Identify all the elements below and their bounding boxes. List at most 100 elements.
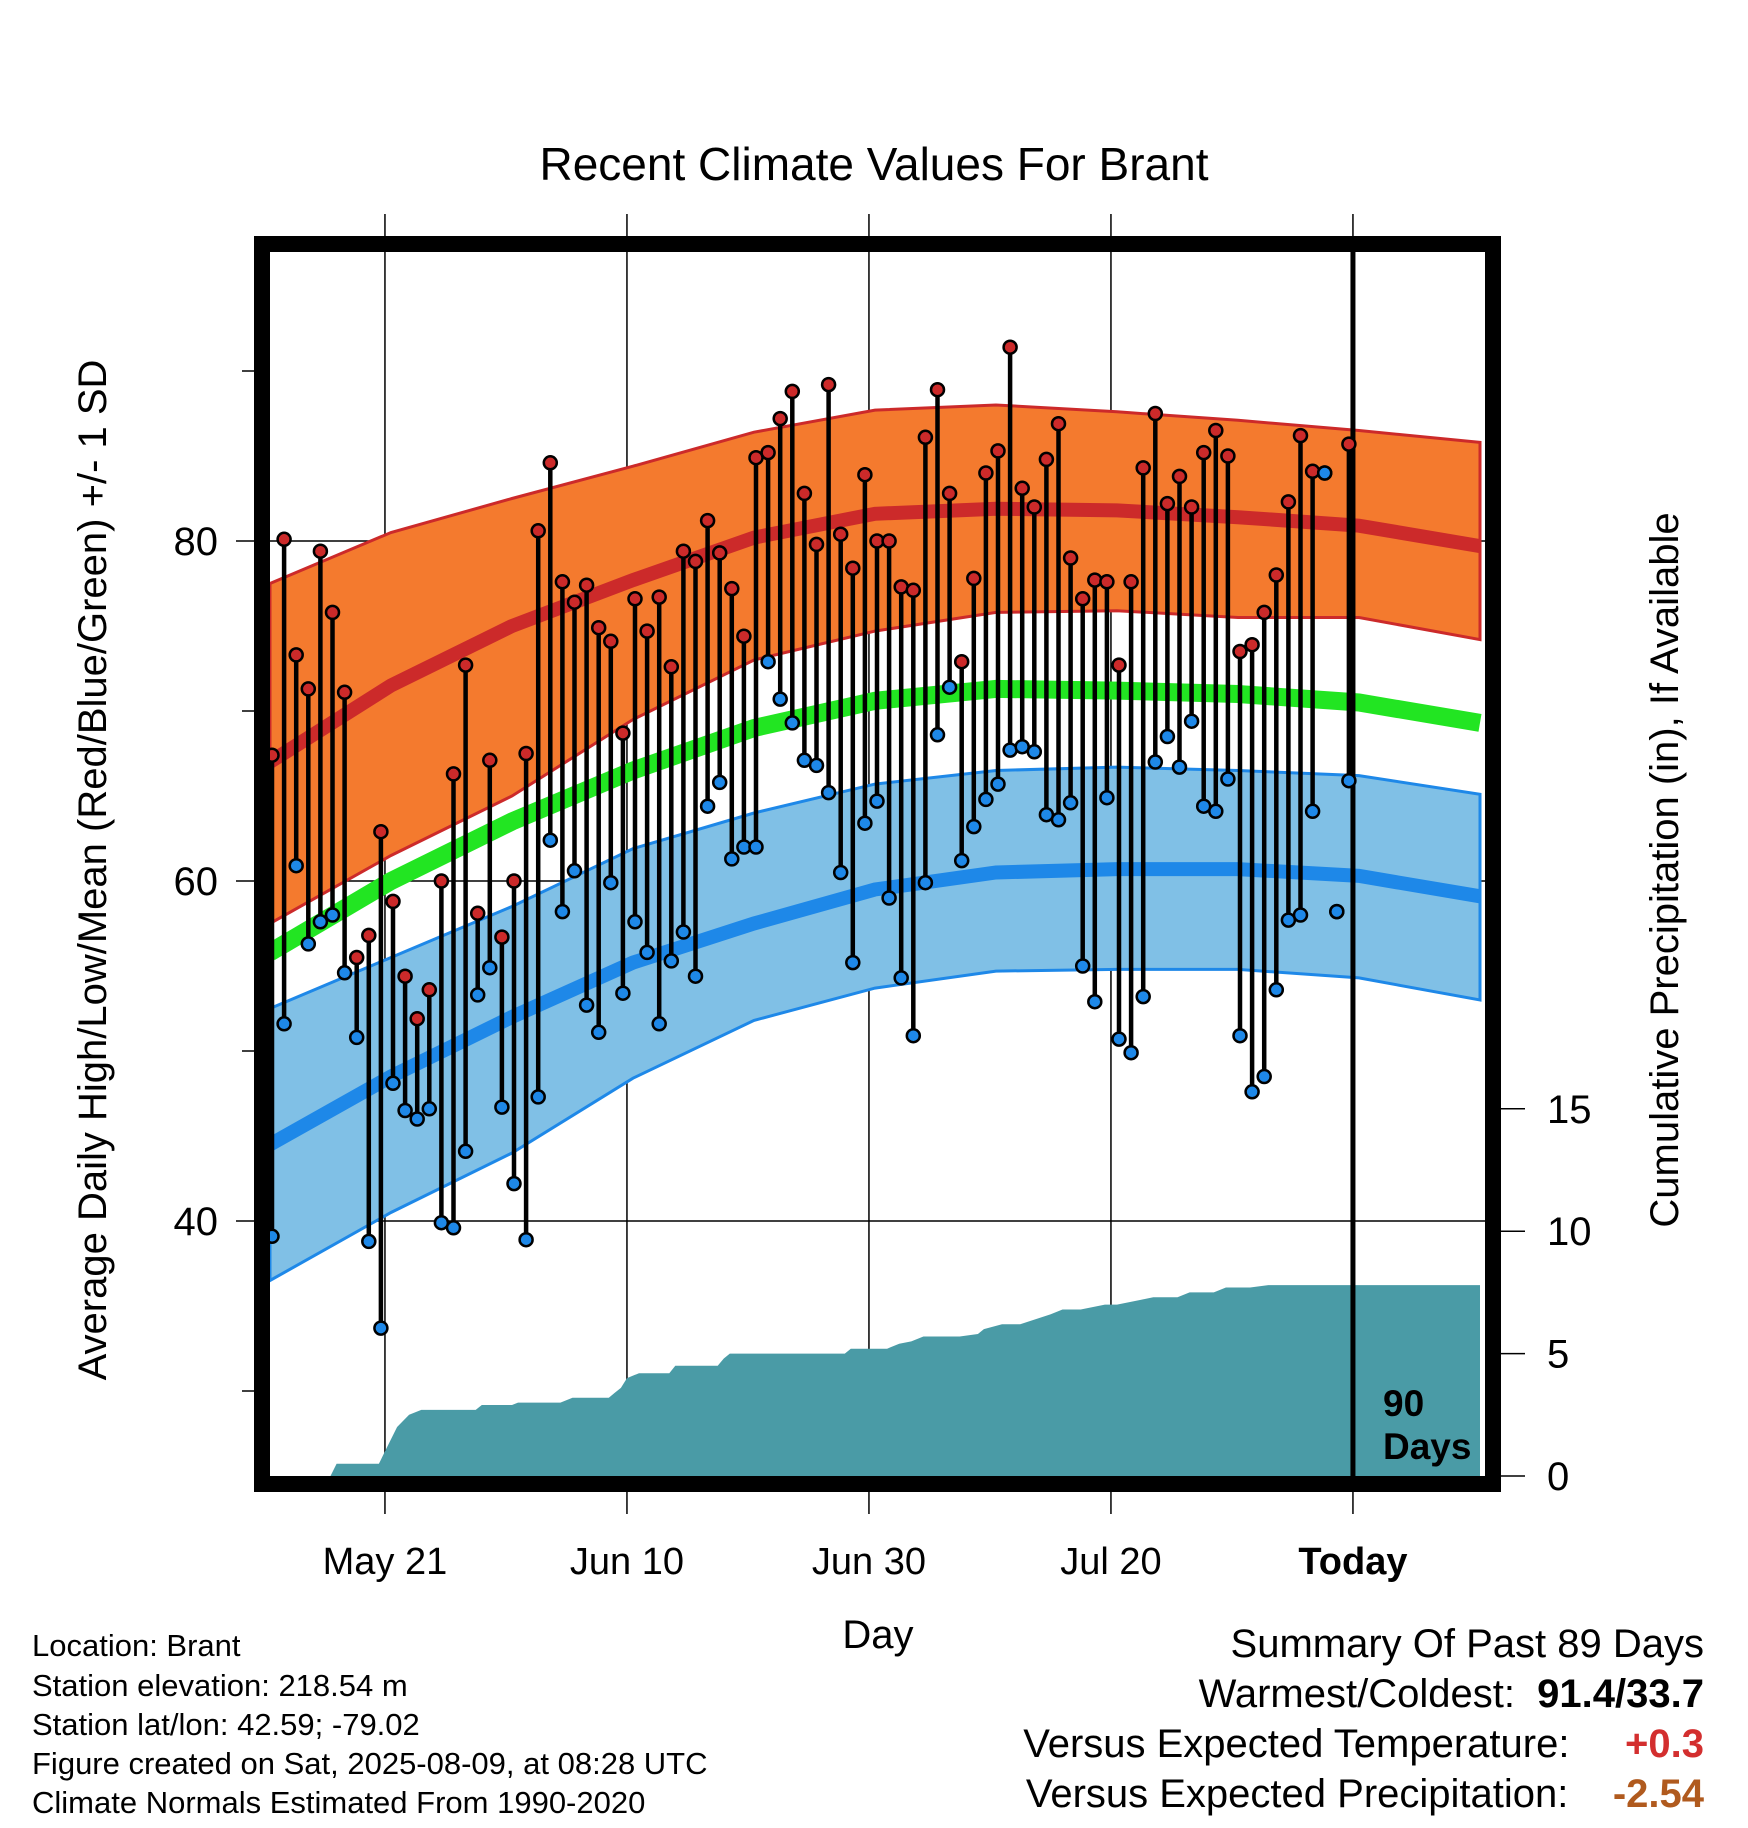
daily-low-point: [312, 914, 329, 930]
daily-low-point: [941, 679, 958, 695]
daily-low-point: [1050, 812, 1067, 828]
daily-low-point: [421, 1101, 438, 1117]
daily-low-point: [1304, 803, 1321, 820]
created-line: Figure created on Sat, 2025-08-09, at 08…: [32, 1746, 708, 1781]
daily-high-point: [784, 383, 801, 400]
daily-high-point: [736, 628, 752, 644]
daily-low-point: [276, 1016, 292, 1032]
daily-high-point: [845, 560, 861, 576]
summary-temp-label: Versus Expected Temperature:: [1023, 1722, 1570, 1766]
daily-high-point: [699, 512, 716, 529]
daily-high-point: [1050, 415, 1067, 432]
daily-low-point: [663, 953, 680, 969]
daily-low-point: [1171, 759, 1188, 775]
chart-title: Recent Climate Values For Brant: [540, 138, 1209, 190]
daily-low-point: [578, 997, 595, 1013]
daily-low-point: [1341, 772, 1357, 789]
summary-temp: Versus Expected Temperature: +0.3: [1023, 1722, 1704, 1767]
daily-high-point: [1147, 405, 1164, 422]
daily-high-point: [724, 580, 740, 597]
daily-high-point: [651, 589, 667, 605]
location-line: Location: Brant: [32, 1628, 241, 1663]
daily-low-point: [1074, 958, 1091, 974]
daily-high-point: [1220, 448, 1236, 464]
daily-low-point: [482, 959, 498, 976]
daily-high-point: [397, 968, 413, 984]
y-axis-label: Average Daily High/Low/Mean (Red/Blue/Gr…: [71, 360, 115, 1381]
daily-low-point: [748, 839, 764, 855]
daily-high-point: [1014, 480, 1030, 497]
daily-high-point: [433, 873, 450, 889]
daily-high-point: [1171, 468, 1188, 485]
daily-low-point: [1062, 795, 1079, 811]
daily-high-point: [687, 553, 704, 570]
summary-precip-label: Versus Expected Precipitation:: [1025, 1772, 1569, 1816]
daily-low-point: [518, 1231, 534, 1248]
daily-low-point: [893, 970, 909, 986]
daily-high-point: [1208, 422, 1224, 439]
daily-low-point: [336, 965, 353, 981]
daily-low-point: [832, 864, 849, 881]
daily-high-point: [772, 410, 788, 427]
daily-high-point: [603, 633, 619, 650]
daily-high-point: [711, 545, 728, 561]
daily-low-point: [1220, 771, 1236, 787]
daily-high-point: [808, 536, 825, 553]
daily-low-point: [784, 715, 801, 731]
daily-high-point: [675, 543, 692, 559]
daily-low-point: [615, 985, 631, 1001]
daily-high-point: [1183, 499, 1200, 515]
daily-low-point: [711, 774, 728, 791]
daily-high-point: [1256, 604, 1272, 621]
latlon-line: Station lat/lon: 42.59; -79.02: [32, 1707, 420, 1742]
daily-low-point: [1244, 1084, 1260, 1100]
daily-high-point: [409, 1010, 425, 1027]
summary-precip-value: -2.54: [1612, 1772, 1704, 1816]
daily-high-point: [1074, 591, 1091, 607]
daily-low-point: [373, 1320, 389, 1336]
y-tick-label: 60: [174, 860, 219, 904]
x-axis-label: Day: [842, 1613, 913, 1657]
daily-low-point: [1183, 713, 1200, 729]
daily-low-point: [324, 907, 341, 923]
daily-low-point: [1292, 907, 1309, 923]
daily-low-point: [978, 791, 994, 808]
daily-high-point: [881, 533, 897, 549]
daily-high-point: [506, 873, 522, 889]
daily-low-point: [1026, 744, 1043, 760]
daily-high-point: [457, 657, 474, 673]
daily-low-point: [445, 1220, 462, 1236]
daily-low-point: [1329, 903, 1345, 920]
daily-high-point: [1280, 494, 1297, 510]
daily-high-point: [1159, 495, 1176, 512]
today-label-line2: Days: [1383, 1426, 1471, 1467]
daily-high-low-bars: [264, 339, 1357, 1336]
daily-low-point: [385, 1075, 401, 1092]
daily-high-point: [990, 443, 1006, 459]
daily-high-point: [312, 543, 329, 559]
daily-low-point: [1256, 1068, 1272, 1085]
daily-high-point: [663, 659, 680, 675]
daily-high-point: [857, 466, 873, 483]
cumulative-precipitation-area: [270, 1285, 1480, 1476]
daily-high-point: [494, 929, 510, 945]
daily-low-point: [1099, 789, 1115, 806]
daily-high-point: [1268, 567, 1285, 583]
daily-low-point: [929, 727, 946, 743]
y2-axis-label: Cumulative Precipitation (in), If Availa…: [1643, 512, 1687, 1227]
daily-low-point: [917, 874, 934, 891]
daily-low-point: [590, 1024, 607, 1041]
daily-high-point: [1244, 636, 1260, 653]
daily-low-point: [869, 793, 885, 809]
daily-high-point: [941, 485, 958, 502]
summary-temp-value: +0.3: [1625, 1722, 1704, 1766]
daily-low-point: [724, 851, 740, 867]
axes: 40 60 80 0 5 10 15 May 21 Jun 10 Jun 30 Jul 20 Toda…: [174, 214, 1592, 1583]
daily-low-point: [397, 1102, 413, 1119]
daily-low-point: [881, 890, 897, 906]
precip-area: [270, 1285, 1480, 1476]
normals-line: Climate Normals Estimated From 1990-2020: [32, 1785, 646, 1820]
daily-high-point: [1002, 339, 1018, 355]
daily-low-point: [409, 1111, 425, 1127]
